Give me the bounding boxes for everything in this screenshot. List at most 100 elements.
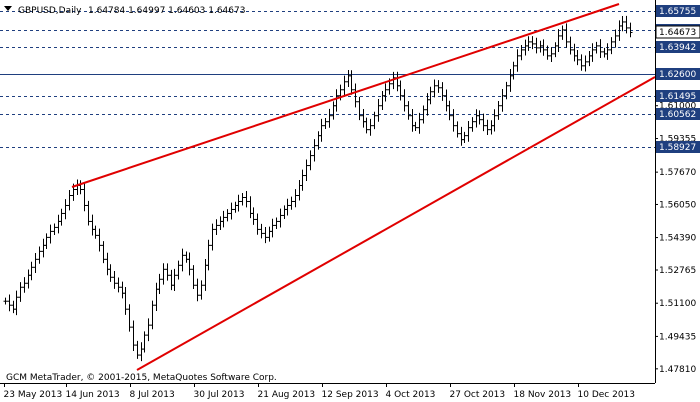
level-label-box bbox=[656, 90, 700, 102]
price-bar bbox=[417, 112, 422, 134]
horizontal-levels bbox=[0, 11, 655, 148]
price-bar bbox=[274, 217, 279, 229]
price-bar bbox=[63, 199, 68, 220]
price-bar bbox=[515, 49, 520, 72]
price-bar bbox=[372, 111, 377, 130]
price-bar bbox=[620, 16, 625, 32]
price-bar bbox=[300, 169, 305, 191]
price-bar bbox=[376, 99, 381, 122]
price-bar bbox=[214, 219, 219, 235]
chart-dropdown-icon[interactable] bbox=[4, 6, 12, 11]
price-bar bbox=[270, 218, 275, 238]
price-bar bbox=[628, 22, 633, 38]
price-bar bbox=[545, 45, 550, 60]
price-bar bbox=[496, 101, 501, 120]
price-bar bbox=[368, 118, 373, 136]
price-bar bbox=[447, 100, 452, 121]
price-bar bbox=[176, 260, 181, 280]
price-bar bbox=[225, 209, 230, 222]
price-bar bbox=[342, 75, 347, 96]
price-bar bbox=[285, 198, 290, 216]
price-bar bbox=[594, 41, 599, 54]
level-labels: 1.657551.648081.639421.626001.614951.605… bbox=[655, 5, 700, 153]
price-bar bbox=[82, 183, 87, 212]
x-tick-label: 18 Nov 2013 bbox=[514, 390, 572, 400]
price-bar bbox=[37, 246, 42, 264]
price-bar bbox=[44, 233, 49, 250]
price-bar bbox=[3, 297, 8, 305]
level-label-box bbox=[656, 108, 700, 120]
level-label-box bbox=[656, 68, 700, 80]
price-bar bbox=[195, 278, 200, 302]
level-label-text: 1.62600 bbox=[659, 70, 696, 80]
price-bar bbox=[278, 208, 283, 228]
price-bar bbox=[530, 36, 535, 50]
current-price-label: 1.64673 bbox=[659, 28, 696, 38]
y-tick-label: 1.49435 bbox=[659, 332, 696, 342]
copyright-text: GCM MetaTrader, © 2001-2015, MetaQuotes … bbox=[6, 373, 277, 383]
x-tick-label: 23 May 2013 bbox=[4, 390, 63, 400]
price-bar bbox=[263, 227, 268, 244]
price-bar bbox=[575, 49, 580, 66]
price-bar bbox=[568, 36, 573, 55]
price-bar bbox=[613, 29, 618, 48]
price-bar bbox=[357, 96, 362, 121]
price-bar bbox=[123, 286, 128, 315]
x-tick-label: 10 Dec 2013 bbox=[578, 390, 636, 400]
time-axis-ticks: 23 May 2013 14 Jun 2013 8 Jul 2013 30 Jul 2… bbox=[4, 383, 636, 400]
price-bar bbox=[206, 239, 211, 271]
price-bar bbox=[127, 304, 132, 332]
price-bar bbox=[428, 86, 433, 105]
price-bar bbox=[556, 29, 561, 52]
price-bar bbox=[7, 294, 12, 312]
price-bar bbox=[383, 83, 388, 102]
price-bar bbox=[598, 39, 603, 58]
y-tick-label: 1.51100 bbox=[659, 299, 696, 309]
current-price-box bbox=[655, 25, 700, 39]
y-tick-label: 1.57670 bbox=[659, 168, 696, 178]
y-tick-label: 1.59355 bbox=[659, 135, 696, 145]
price-bar bbox=[402, 89, 407, 112]
level-label-text: 1.60562 bbox=[659, 110, 696, 120]
price-bar bbox=[485, 119, 490, 136]
price-bar bbox=[221, 210, 226, 228]
price-bar bbox=[436, 80, 441, 93]
y-tick-label: 1.61000 bbox=[659, 102, 696, 112]
price-bar bbox=[364, 117, 369, 134]
price-bar bbox=[131, 320, 136, 352]
price-bar bbox=[308, 150, 313, 171]
price-bar bbox=[165, 263, 170, 281]
price-bar bbox=[349, 70, 354, 95]
x-tick-label: 21 Aug 2013 bbox=[258, 390, 316, 400]
price-bar bbox=[289, 196, 294, 210]
y-tick-label: 1.47810 bbox=[659, 365, 696, 375]
y-tick-label: 1.54390 bbox=[659, 234, 696, 244]
price-bar bbox=[29, 261, 34, 281]
level-label-text: 1.63942 bbox=[659, 43, 696, 53]
price-bar bbox=[500, 89, 505, 112]
price-bar bbox=[199, 280, 204, 300]
price-bar bbox=[605, 43, 610, 60]
price-bar bbox=[180, 248, 185, 272]
price-bar bbox=[97, 228, 102, 252]
price-bar bbox=[255, 213, 260, 235]
price-bar bbox=[579, 54, 584, 71]
price-bar bbox=[67, 190, 72, 211]
level-label-text: 1.58927 bbox=[659, 143, 696, 153]
price-bar bbox=[112, 271, 117, 289]
level-label-box bbox=[656, 41, 700, 53]
x-tick-label: 14 Jun 2013 bbox=[66, 390, 120, 400]
level-label-box bbox=[656, 5, 700, 17]
price-bar bbox=[492, 109, 497, 132]
level-label-box bbox=[656, 141, 700, 153]
price-bar bbox=[22, 277, 27, 293]
price-bar bbox=[583, 55, 588, 72]
price-bar bbox=[14, 290, 19, 316]
price-bar bbox=[560, 25, 565, 40]
price-bar bbox=[59, 208, 64, 226]
x-tick-label: 8 Jul 2013 bbox=[130, 390, 175, 400]
price-bar bbox=[236, 194, 241, 212]
price-bar bbox=[421, 105, 426, 124]
price-bar bbox=[293, 189, 298, 208]
price-bar bbox=[511, 61, 516, 80]
